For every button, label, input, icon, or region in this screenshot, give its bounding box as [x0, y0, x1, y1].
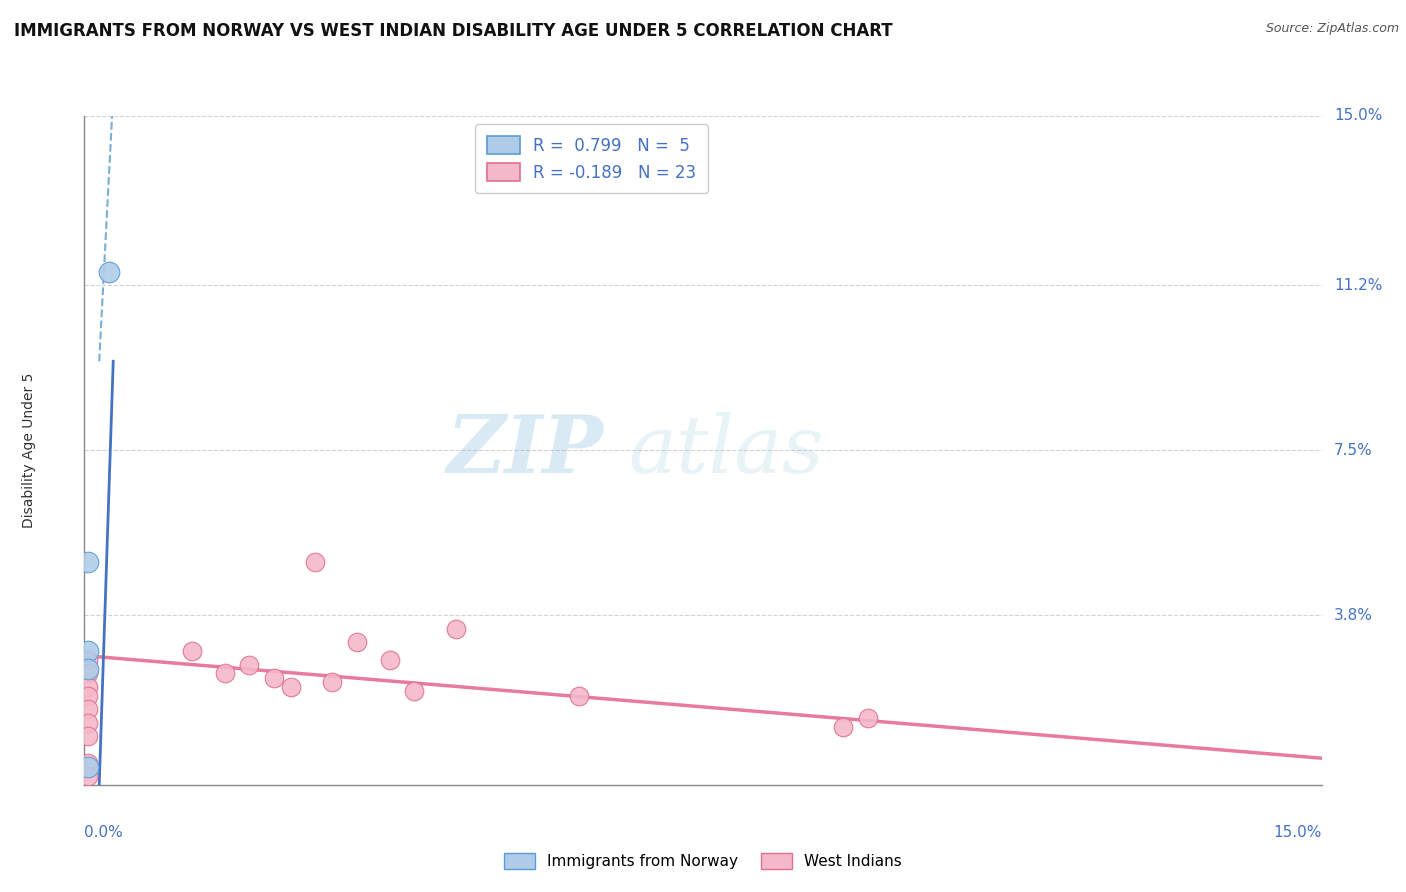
Point [98, 265, 121, 279]
Point [77, 653, 100, 667]
Point [77, 729, 100, 743]
Point [304, 555, 326, 569]
Text: IMMIGRANTS FROM NORWAY VS WEST INDIAN DISABILITY AGE UNDER 5 CORRELATION CHART: IMMIGRANTS FROM NORWAY VS WEST INDIAN DI… [14, 22, 893, 40]
Point [346, 635, 368, 649]
Text: 7.5%: 7.5% [1334, 443, 1372, 458]
Text: ZIP: ZIP [447, 412, 605, 489]
Point [280, 680, 302, 694]
Point [77, 702, 100, 716]
Point [77, 769, 100, 783]
Point [404, 684, 426, 698]
Text: Disability Age Under 5: Disability Age Under 5 [21, 373, 35, 528]
Point [77, 644, 100, 658]
Point [77, 555, 100, 569]
Point [77, 680, 100, 694]
Text: 0.0%: 0.0% [84, 825, 124, 840]
Point [321, 675, 343, 690]
Point [180, 644, 202, 658]
Point [77, 756, 100, 770]
Point [214, 666, 236, 681]
Point [832, 720, 855, 734]
Legend: Immigrants from Norway, West Indians: Immigrants from Norway, West Indians [498, 847, 908, 875]
Point [77, 662, 100, 676]
Point [568, 689, 591, 703]
Text: Source: ZipAtlas.com: Source: ZipAtlas.com [1265, 22, 1399, 36]
Point [856, 711, 879, 725]
Point [77, 715, 100, 730]
Text: 3.8%: 3.8% [1334, 608, 1372, 623]
Point [77, 689, 100, 703]
Point [378, 653, 401, 667]
Point [77, 666, 100, 681]
Text: 11.2%: 11.2% [1334, 278, 1382, 293]
Text: atlas: atlas [628, 412, 824, 489]
Text: 15.0%: 15.0% [1334, 109, 1382, 123]
Text: 15.0%: 15.0% [1274, 825, 1322, 840]
Point [444, 622, 467, 636]
Point [238, 657, 260, 672]
Point [77, 760, 100, 774]
Legend: R =  0.799   N =  5, R = -0.189   N = 23: R = 0.799 N = 5, R = -0.189 N = 23 [475, 124, 709, 194]
Point [263, 671, 285, 685]
